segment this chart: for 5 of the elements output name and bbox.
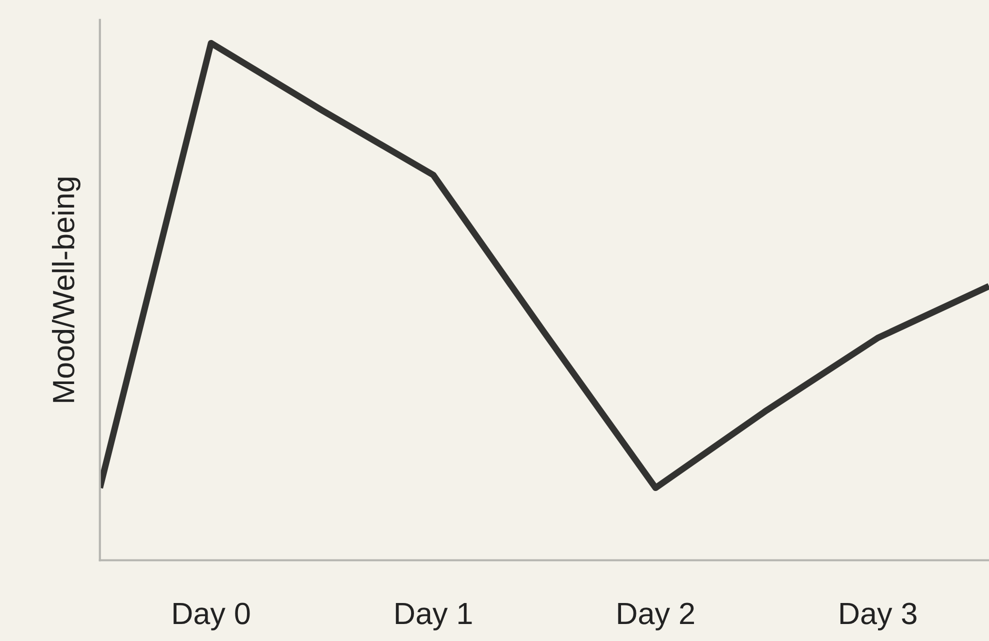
x-tick-label: Day 2 (618, 602, 694, 630)
x-tick-label: Day 3 (840, 602, 916, 630)
x-tick-label: Day 0 (174, 602, 250, 630)
y-axis-title: Mood/Well-being (52, 178, 80, 402)
x-tick-label: Day 1 (396, 603, 472, 630)
